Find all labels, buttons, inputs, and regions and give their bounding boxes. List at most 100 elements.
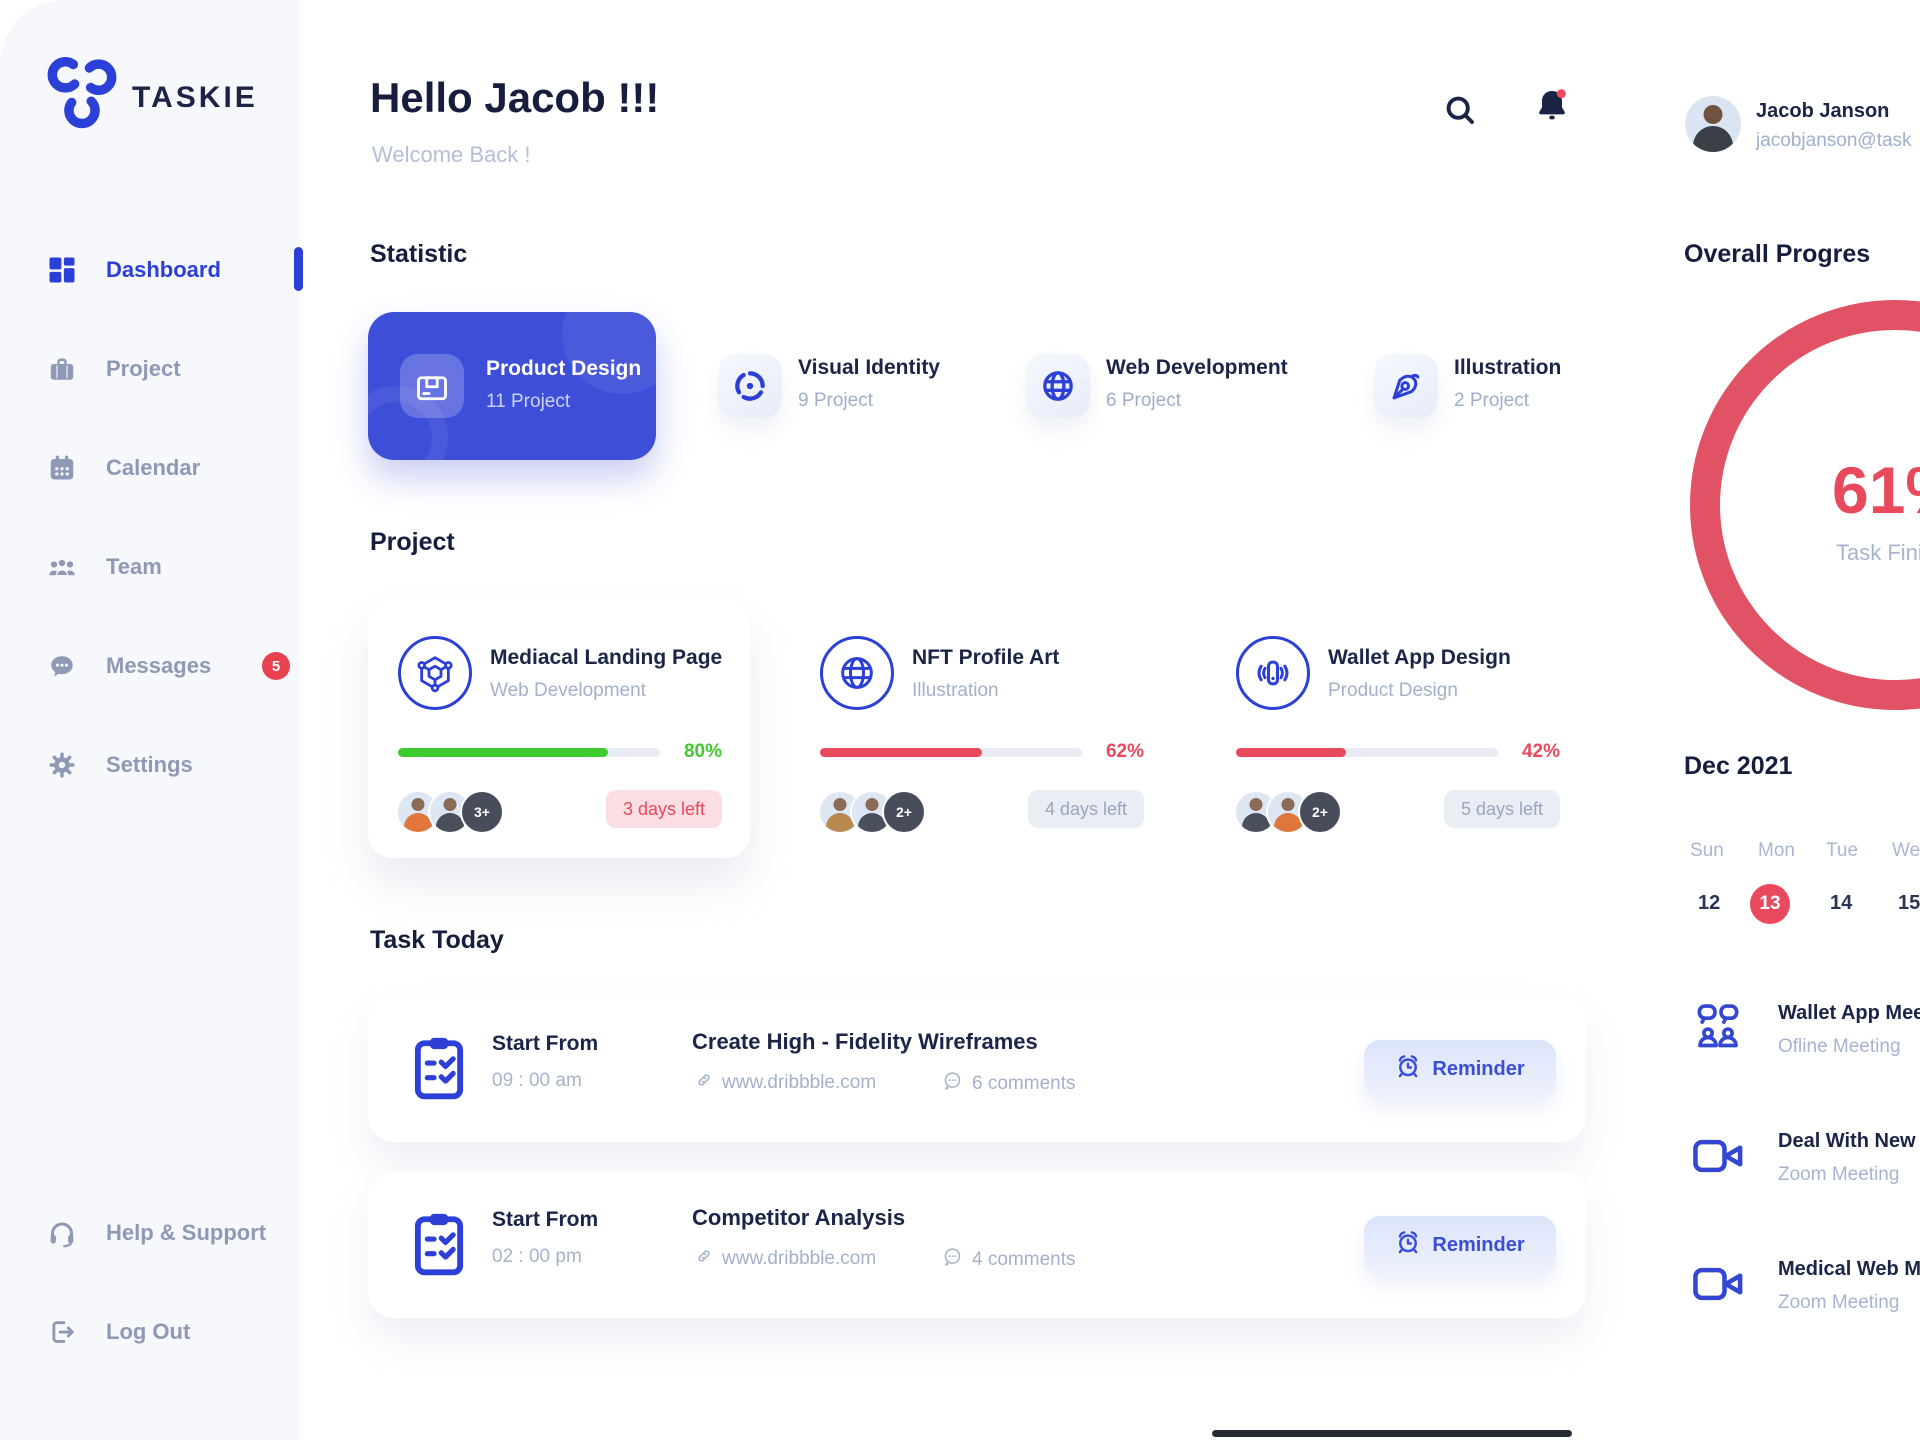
taskie-logo-icon [44, 56, 120, 139]
link-icon [694, 1246, 714, 1272]
task-start-label: Start From [492, 1208, 599, 1231]
days-left-badge: 5 days left [1444, 790, 1560, 828]
user-name: Jacob Janson [1756, 100, 1890, 122]
sidebar-item-messages[interactable]: Messages 5 [46, 646, 298, 686]
comment-icon [942, 1246, 963, 1273]
video-camera-icon [1692, 1130, 1744, 1182]
wallet-phone-icon [1236, 636, 1310, 710]
sidebar-item-help-support[interactable]: Help & Support [46, 1213, 298, 1253]
sidebar-item-label: Dashboard [106, 257, 221, 282]
task-comments[interactable]: 6 comments [942, 1070, 1075, 1097]
calendar-date[interactable]: 12 [1698, 892, 1721, 914]
notifications-button[interactable] [1528, 84, 1576, 132]
sidebar-item-logout[interactable]: Log Out [46, 1312, 298, 1352]
sidebar-item-dashboard[interactable]: Dashboard [46, 250, 298, 290]
calendar-day-name: Mon [1758, 840, 1795, 861]
sidebar-item-label: Help & Support [106, 1220, 267, 1245]
stat-card-illustration[interactable]: Illustration 2 Project [1374, 354, 1634, 418]
reminder-button[interactable]: Reminder [1364, 1216, 1556, 1274]
calendar-date[interactable]: 15 [1898, 892, 1920, 914]
sidebar-item-project[interactable]: Project [46, 349, 298, 389]
page-title: Hello Jacob !!! [370, 74, 660, 121]
sidebar-item-settings[interactable]: Settings [46, 745, 298, 785]
project-title: Wallet App Design [1328, 646, 1511, 669]
reminder-button[interactable]: Reminder [1364, 1040, 1556, 1098]
briefcase-icon [46, 353, 78, 385]
brand-logo: TASKIE [44, 56, 258, 139]
meeting-title: Medical Web M [1778, 1258, 1920, 1280]
task-row[interactable]: Start From 09 : 00 am Create High - Fide… [368, 996, 1586, 1142]
stat-count: 6 Project [1106, 390, 1181, 411]
progress-bar [820, 748, 1082, 757]
project-card-nft-profile-art[interactable]: NFT Profile Art Illustration 62% 2+ 4 da… [790, 600, 1172, 858]
calendar-date[interactable]: 14 [1830, 892, 1853, 914]
stat-card-product-design[interactable]: Product Design 11 Project [368, 312, 656, 460]
project-title: NFT Profile Art [912, 646, 1060, 669]
project-category: Product Design [1328, 680, 1458, 701]
people-meeting-icon [1692, 1000, 1744, 1052]
alarm-clock-icon [1395, 1053, 1421, 1085]
globe-icon [820, 636, 894, 710]
overall-progress-ring [1690, 300, 1920, 710]
sidebar-item-label: Settings [106, 752, 193, 777]
sidebar-item-label: Messages [106, 653, 212, 678]
page-subtitle: Welcome Back ! [372, 142, 531, 167]
bell-icon [1532, 86, 1572, 131]
task-row[interactable]: Start From 02 : 00 pm Competitor Analysi… [368, 1172, 1586, 1318]
spiral-icon [718, 354, 782, 418]
reminder-label: Reminder [1432, 1057, 1525, 1080]
statistic-heading: Statistic [370, 240, 468, 268]
hex-cube-icon [398, 636, 472, 710]
meeting-subtitle: Zoom Meeting [1778, 1292, 1900, 1313]
user-email: jacobjanson@task [1756, 130, 1912, 151]
comment-icon [942, 1070, 963, 1097]
overall-progress-percent: 61% [1832, 453, 1920, 527]
search-button[interactable] [1436, 88, 1484, 136]
task-url: www.dribbble.com [722, 1072, 877, 1093]
stat-title: Visual Identity [798, 356, 940, 379]
sidebar-item-team[interactable]: Team [46, 547, 298, 587]
project-heading: Project [370, 528, 455, 556]
sidebar-item-calendar[interactable]: Calendar [46, 448, 298, 488]
stat-count: 9 Project [798, 390, 873, 411]
project-card-wallet-app-design[interactable]: Wallet App Design Product Design 42% 2+ … [1206, 600, 1588, 858]
dashboard-icon [46, 254, 78, 286]
clipboard-icon [412, 1210, 466, 1283]
calendar-day-name: Wed [1892, 840, 1920, 861]
sidebar-item-label: Project [106, 356, 181, 381]
task-comments[interactable]: 4 comments [942, 1246, 1075, 1273]
project-card-medical-landing-page[interactable]: Mediacal Landing Page Web Development 80… [368, 600, 750, 858]
stat-title: Illustration [1454, 356, 1562, 379]
stat-card-visual-identity[interactable]: Visual Identity 9 Project [718, 354, 1018, 418]
logout-icon [46, 1316, 78, 1348]
task-time: 02 : 00 pm [492, 1246, 582, 1267]
calendar-day-name: Tue [1826, 840, 1859, 861]
progress-percent: 62% [1105, 741, 1144, 762]
user-avatar[interactable] [1685, 96, 1741, 152]
meeting-title: Wallet App Mee [1778, 1002, 1920, 1024]
progress-percent: 80% [683, 741, 722, 762]
sidebar-item-label: Log Out [106, 1319, 191, 1344]
sidebar-item-label: Team [106, 554, 162, 579]
meeting-title: Deal With New [1778, 1130, 1916, 1152]
stat-count: 11 Project [486, 391, 571, 412]
calendar-date-selected[interactable]: 13 [1750, 884, 1790, 924]
chat-icon [46, 650, 78, 682]
task-link[interactable]: www.dribbble.com [694, 1070, 876, 1096]
days-left-badge: 4 days left [1028, 790, 1144, 828]
task-url: www.dribbble.com [722, 1248, 877, 1269]
search-icon [1442, 92, 1478, 133]
overall-progress-caption: Task Finis [1836, 540, 1920, 565]
member-avatars: 2+ [1234, 790, 1342, 834]
sidebar-item-label: Calendar [106, 455, 201, 480]
stat-card-web-development[interactable]: Web Development 6 Project [1026, 354, 1356, 418]
stat-title: Product Design [486, 357, 642, 380]
link-icon [694, 1070, 714, 1096]
task-comments-count: 6 comments [972, 1072, 1076, 1094]
messages-count-badge: 5 [262, 652, 290, 680]
calendar-month: Dec 2021 [1684, 752, 1793, 780]
task-link[interactable]: www.dribbble.com [694, 1246, 876, 1272]
progress-bar [398, 748, 660, 757]
progress-fill [398, 748, 608, 757]
task-comments-count: 4 comments [972, 1248, 1076, 1270]
